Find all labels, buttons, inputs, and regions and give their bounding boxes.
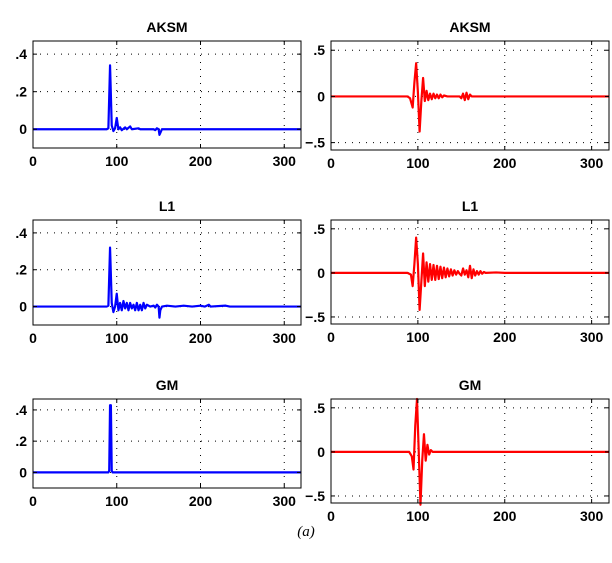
x-tick-label: 100 xyxy=(406,329,430,345)
figure-caption: (a) xyxy=(297,524,315,540)
x-tick-label: 200 xyxy=(189,330,213,346)
y-tick-label: 0 xyxy=(317,444,325,460)
x-tick-label: 300 xyxy=(580,329,604,345)
y-tick-label: .2 xyxy=(15,262,27,278)
y-tick-label: .5 xyxy=(313,221,325,237)
x-tick-label: 200 xyxy=(493,329,517,345)
series-line xyxy=(33,246,301,319)
x-tick-label: 200 xyxy=(493,508,517,524)
subplot-6: GM0 100 200 300−.50.5 xyxy=(305,377,610,524)
x-tick-label: 300 xyxy=(273,153,297,169)
subplot-title: L1 xyxy=(159,198,176,214)
y-tick-label: .4 xyxy=(15,225,27,241)
y-tick-label: 0 xyxy=(19,299,27,315)
y-tick-label: 0 xyxy=(317,265,325,281)
x-tick-label: 0 xyxy=(29,330,37,346)
x-tick-label: 100 xyxy=(105,153,129,169)
x-tick-label: 100 xyxy=(105,330,129,346)
axes-frame xyxy=(32,398,302,489)
y-tick-label: 0 xyxy=(19,121,27,137)
x-tick-label: 0 xyxy=(29,493,37,509)
y-tick-label: .4 xyxy=(15,46,27,62)
series-line xyxy=(33,64,301,136)
x-tick-label: 200 xyxy=(189,153,213,169)
x-tick-label: 300 xyxy=(273,493,297,509)
x-tick-label: 300 xyxy=(580,155,604,171)
series-line xyxy=(331,236,609,311)
series-line xyxy=(33,404,301,474)
x-tick-label: 100 xyxy=(406,508,430,524)
subplot-3: L1 0 100 200 300 0 .2 .4 xyxy=(15,198,302,346)
series-line xyxy=(331,397,609,506)
subplot-5: GM 0 100 200 300 0 .2 .4 xyxy=(15,377,302,509)
x-tick-label: 300 xyxy=(273,330,297,346)
y-tick-label: .4 xyxy=(15,402,27,418)
x-tick-label: 0 xyxy=(327,329,335,345)
y-tick-label: .2 xyxy=(15,433,27,449)
y-tick-label: .5 xyxy=(313,400,325,416)
axes-frame xyxy=(330,40,610,151)
y-tick-label: −.5 xyxy=(305,135,325,151)
y-tick-label: −.5 xyxy=(305,488,325,504)
series-line xyxy=(331,62,609,133)
subplot-title: GM xyxy=(459,377,482,393)
x-tick-label: 0 xyxy=(29,153,37,169)
x-tick-label: 100 xyxy=(406,155,430,171)
y-tick-label: .2 xyxy=(15,84,27,100)
y-tick-label: 0 xyxy=(19,464,27,480)
axes-frame xyxy=(330,398,610,504)
y-tick-label: −.5 xyxy=(305,309,325,325)
x-tick-label: 200 xyxy=(493,155,517,171)
x-tick-label: 200 xyxy=(189,493,213,509)
x-tick-label: 0 xyxy=(327,155,335,171)
axes-frame xyxy=(32,219,302,326)
subplot-4: L10 100 200 300−.50.5 xyxy=(305,198,610,345)
axes-frame xyxy=(32,40,302,149)
subplot-title: L1 xyxy=(462,198,479,214)
x-tick-label: 100 xyxy=(105,493,129,509)
subplot-title: AKSM xyxy=(146,19,187,35)
subplot-title: AKSM xyxy=(449,19,490,35)
x-tick-label: 300 xyxy=(580,508,604,524)
subplot-title: GM xyxy=(156,377,179,393)
y-tick-label: 0 xyxy=(317,88,325,104)
axes-frame xyxy=(330,219,610,325)
subplot-1: AKSM 0 100 200 300 0 .2 .4 xyxy=(15,19,302,169)
x-tick-label: 0 xyxy=(327,508,335,524)
y-tick-label: .5 xyxy=(313,42,325,58)
